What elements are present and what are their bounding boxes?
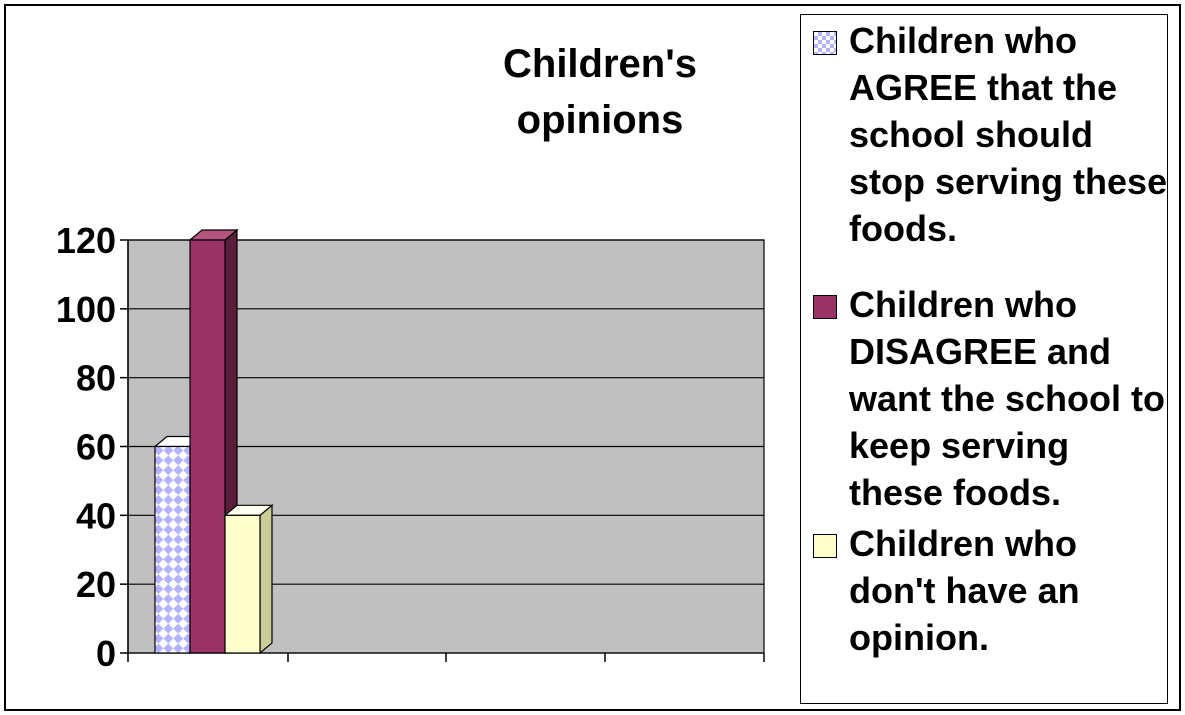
legend-swatch-disagree: [813, 295, 837, 319]
bar-2: [224, 514, 261, 654]
legend-label-disagree: Children who DISAGREE and want the schoo…: [849, 284, 1166, 513]
y-tick-label: 100: [56, 289, 116, 330]
legend-swatch-no-opinion: [813, 534, 837, 558]
legend-label-no-opinion: Children who don't have an opinion.: [849, 523, 1080, 658]
bar-0: [154, 445, 191, 654]
legend: Children who AGREE that the school shoul…: [800, 14, 1168, 704]
chart-title: Children's opinions: [503, 42, 697, 142]
y-tick-label: 20: [76, 564, 116, 605]
bar-side-2: [259, 504, 273, 655]
bar-1: [189, 239, 226, 654]
legend-label-agree: Children who AGREE that the school shoul…: [849, 20, 1168, 249]
legend-swatch-agree: [813, 31, 837, 55]
y-tick-label: 120: [56, 220, 116, 261]
y-tick-label: 40: [76, 495, 116, 536]
y-tick-label: 80: [76, 358, 116, 399]
y-tick-label: 0: [96, 633, 116, 674]
y-tick-label: 60: [76, 427, 116, 468]
